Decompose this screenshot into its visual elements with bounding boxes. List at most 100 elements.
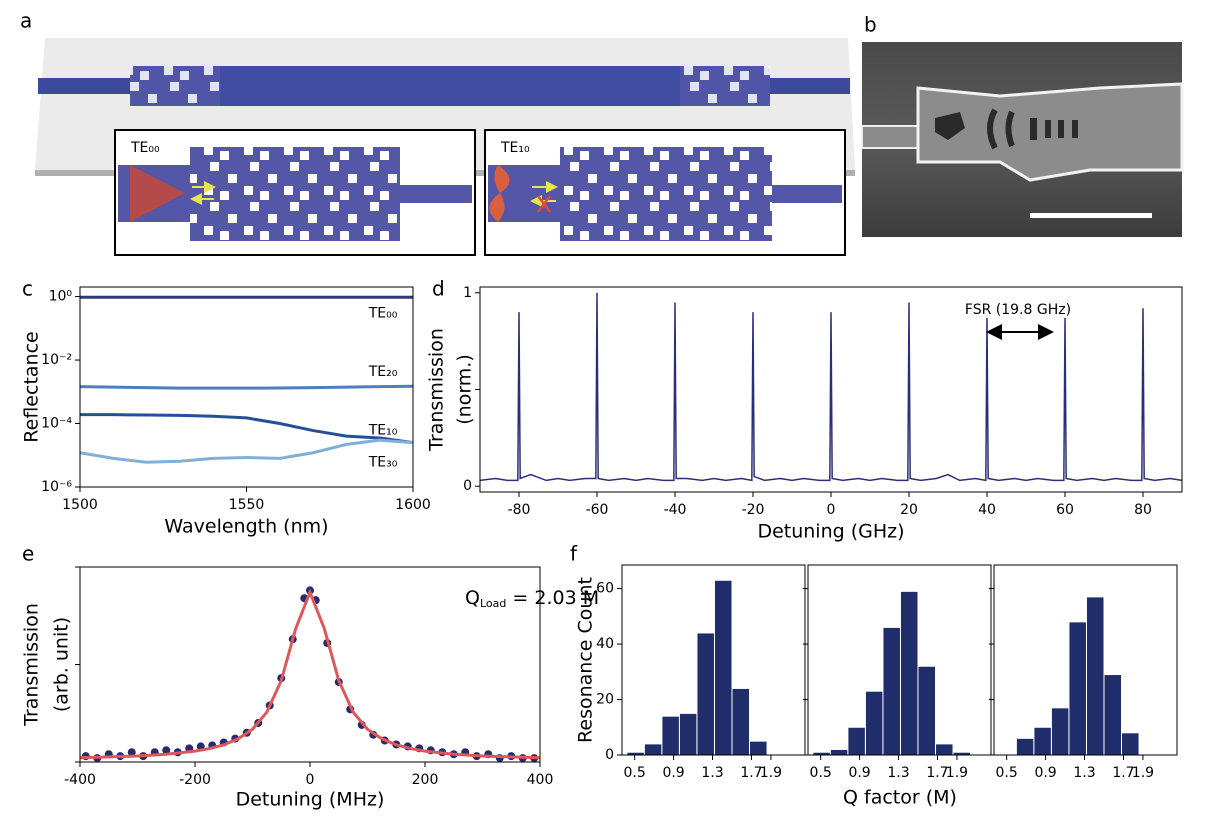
x-tick-label: 0.9 bbox=[1034, 765, 1056, 781]
histogram-bar bbox=[731, 687, 751, 756]
x-tick-label: 0 bbox=[306, 772, 315, 788]
histogram-bar bbox=[899, 590, 919, 756]
histogram-bar bbox=[661, 715, 680, 756]
x-tick-label: 0.9 bbox=[662, 765, 684, 781]
x-tick-label: 40 bbox=[978, 502, 996, 518]
x-tick-label: 0.9 bbox=[848, 765, 870, 781]
x-axis-label: Detuning (MHz) bbox=[236, 789, 385, 811]
panel-letter: f bbox=[570, 542, 578, 566]
y-axis-label: Transmission bbox=[21, 603, 43, 727]
histogram-bar bbox=[829, 748, 849, 756]
q-value: = 2.03 M bbox=[506, 587, 599, 609]
histogram-bar bbox=[1015, 737, 1035, 756]
q-symbol: Q bbox=[465, 587, 480, 609]
panel-letter: a bbox=[20, 9, 32, 33]
x-tick-label: -400 bbox=[64, 772, 96, 788]
histogram-bar bbox=[882, 626, 901, 756]
x-tick-label: 1500 bbox=[62, 497, 98, 513]
plot-frame bbox=[621, 564, 806, 756]
y-tick-label: 40 bbox=[596, 636, 614, 652]
x-tick-label: 80 bbox=[1134, 502, 1152, 518]
inset-label: TE₀₀ bbox=[130, 140, 160, 156]
x-tick-label: 1.3 bbox=[701, 765, 723, 781]
y-tick-label: 10⁻² bbox=[41, 352, 72, 368]
x-axis-label: Q factor (M) bbox=[843, 787, 957, 809]
histogram-bar bbox=[847, 726, 866, 756]
x-tick-label: 0.5 bbox=[624, 765, 646, 781]
panel-letter: e bbox=[22, 542, 34, 566]
x-tick-label: 60 bbox=[1056, 502, 1074, 518]
x-tick-label: -60 bbox=[586, 502, 609, 518]
histogram-bar bbox=[1050, 707, 1070, 756]
series-line bbox=[80, 413, 414, 445]
histogram-bar bbox=[713, 579, 733, 756]
x-tick-label: -20 bbox=[742, 502, 765, 518]
histogram-bar bbox=[864, 690, 884, 756]
series-label: TE₁₀ bbox=[368, 423, 398, 439]
series-label: TE₂₀ bbox=[368, 364, 398, 380]
x-tick-label: 1.7 bbox=[926, 765, 948, 781]
histogram-bar bbox=[643, 743, 663, 756]
data-point bbox=[162, 746, 171, 755]
x-tick-label: 200 bbox=[412, 772, 439, 788]
series-line bbox=[79, 384, 414, 390]
y-tick-label: 20 bbox=[596, 692, 614, 708]
x-tick-label: 0.5 bbox=[996, 765, 1018, 781]
x-tick-label: 0 bbox=[827, 502, 836, 518]
fit-line bbox=[79, 588, 541, 760]
y-tick-label: 0 bbox=[463, 478, 472, 494]
x-axis-label: Wavelength (nm) bbox=[164, 516, 328, 538]
x-tick-label: 1.9 bbox=[1132, 765, 1154, 781]
q-annotation: QLoad = 2.03 M bbox=[465, 587, 599, 611]
series-label: TE₃₀ bbox=[368, 455, 398, 471]
series-line bbox=[79, 438, 414, 464]
y-tick-label: 60 bbox=[596, 581, 614, 597]
y-axis-label: Reflectance bbox=[21, 331, 43, 442]
y-axis-label: (arb. unit) bbox=[51, 617, 73, 712]
sem-image bbox=[861, 42, 1184, 237]
y-axis-label: (norm.) bbox=[454, 354, 476, 425]
x-tick-label: -200 bbox=[179, 772, 211, 788]
series-label: TE₀₀ bbox=[368, 305, 398, 321]
data-point bbox=[127, 748, 136, 757]
x-tick-label: -40 bbox=[664, 502, 687, 518]
y-tick-label: 10⁻⁶ bbox=[41, 479, 72, 495]
plot-frame bbox=[993, 564, 1178, 756]
histogram-bar bbox=[935, 743, 954, 756]
y-tick-label: 0 bbox=[605, 747, 614, 763]
x-tick-label: 1.3 bbox=[887, 765, 909, 781]
y-axis-label: Resonance Count bbox=[575, 577, 597, 743]
y-tick-label: 1 bbox=[463, 285, 472, 301]
x-tick-label: 1.9 bbox=[760, 765, 782, 781]
y-axis-label: Transmission bbox=[426, 328, 448, 452]
histogram-bar bbox=[749, 740, 768, 756]
plot-frame bbox=[807, 564, 992, 756]
panel-letter: b bbox=[864, 13, 877, 37]
series-line bbox=[479, 292, 1183, 482]
inset-label: TE₁₀ bbox=[500, 140, 530, 156]
histogram-bar bbox=[917, 665, 937, 756]
histogram-bar bbox=[1085, 596, 1105, 756]
histogram-bar bbox=[1068, 621, 1087, 756]
x-tick-label: 1550 bbox=[229, 497, 265, 513]
histogram-bar bbox=[696, 632, 715, 756]
x-tick-label: 0.5 bbox=[810, 765, 832, 781]
x-axis-label: Detuning (GHz) bbox=[757, 521, 904, 543]
panel-letter: d bbox=[432, 277, 445, 301]
x-tick-label: 1.7 bbox=[740, 765, 762, 781]
q-subscript: Load bbox=[480, 597, 506, 610]
x-tick-label: -80 bbox=[508, 502, 531, 518]
histogram-bar bbox=[678, 712, 698, 756]
panel-letter: c bbox=[22, 277, 33, 301]
fsr-annotation: FSR (19.8 GHz) bbox=[965, 302, 1071, 318]
y-tick-label: 10⁻⁴ bbox=[41, 416, 72, 432]
x-tick-label: 1.7 bbox=[1112, 765, 1134, 781]
histogram-bar bbox=[1121, 732, 1140, 756]
device-illustration bbox=[35, 38, 855, 256]
x-tick-label: 1600 bbox=[395, 497, 431, 513]
x-tick-label: 1.9 bbox=[946, 765, 968, 781]
x-tick-label: 400 bbox=[527, 772, 554, 788]
histogram-bar bbox=[1033, 726, 1052, 756]
x-tick-label: 20 bbox=[900, 502, 918, 518]
